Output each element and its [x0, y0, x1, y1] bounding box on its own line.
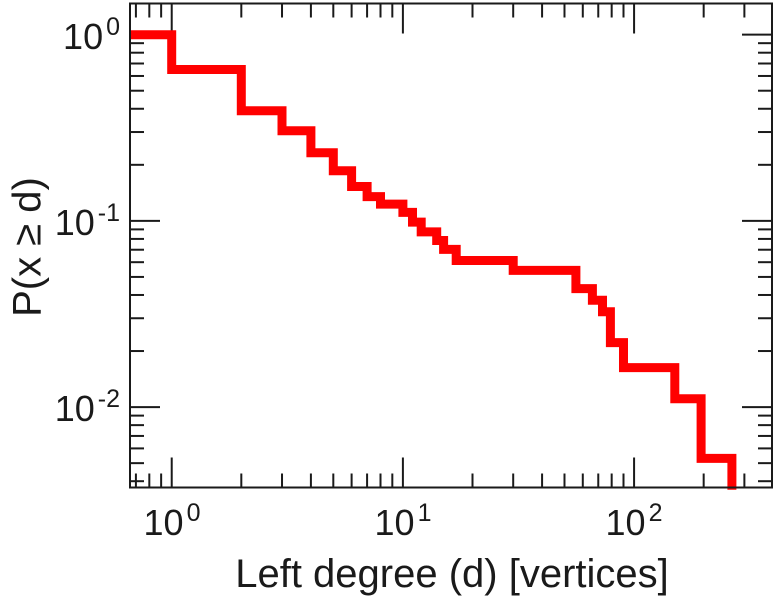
- y-tick-label-10e-1-exponent: -1: [97, 199, 120, 227]
- ccdf-curve: [130, 30, 737, 490]
- y-tick-label-10e-2-base: 10: [54, 388, 95, 429]
- x-tick-label-10e1-exponent: 1: [417, 499, 432, 527]
- x-tick-label-10e0: 10 0: [143, 501, 201, 543]
- x-tick-label-10e2: 10 2: [605, 501, 663, 543]
- plot-frame-layer: [129, 2, 773, 489]
- x-axis-title: Left degree (d) [vertices]: [235, 552, 669, 596]
- y-tick-label-10e-2-exponent: -2: [97, 385, 120, 413]
- x-tick-label-10e1: 10 1: [374, 501, 432, 543]
- y-tick-label-10e0: 10 0: [63, 15, 120, 57]
- x-tick-label-10e0-exponent: 0: [186, 499, 201, 527]
- axis-ticks: [130, 3, 772, 488]
- y-tick-label-10e-2: 10 -2: [54, 387, 120, 429]
- ccdf-curve-layer: [130, 30, 737, 490]
- plot-frame: [129, 2, 773, 489]
- x-tick-label-10e0-base: 10: [143, 502, 184, 543]
- x-tick-label-10e1-base: 10: [374, 502, 415, 543]
- x-tick-label-10e2-base: 10: [605, 502, 646, 543]
- x-tick-label-10e2-exponent: 2: [648, 499, 663, 527]
- y-axis-title: P(x ≥ d): [5, 177, 50, 317]
- y-tick-label-10e0-exponent: 0: [106, 13, 120, 41]
- y-tick-label-10e-1: 10 -1: [54, 201, 120, 243]
- y-tick-label-10e0-base: 10: [63, 16, 104, 57]
- y-tick-label-10e-1-base: 10: [54, 202, 95, 243]
